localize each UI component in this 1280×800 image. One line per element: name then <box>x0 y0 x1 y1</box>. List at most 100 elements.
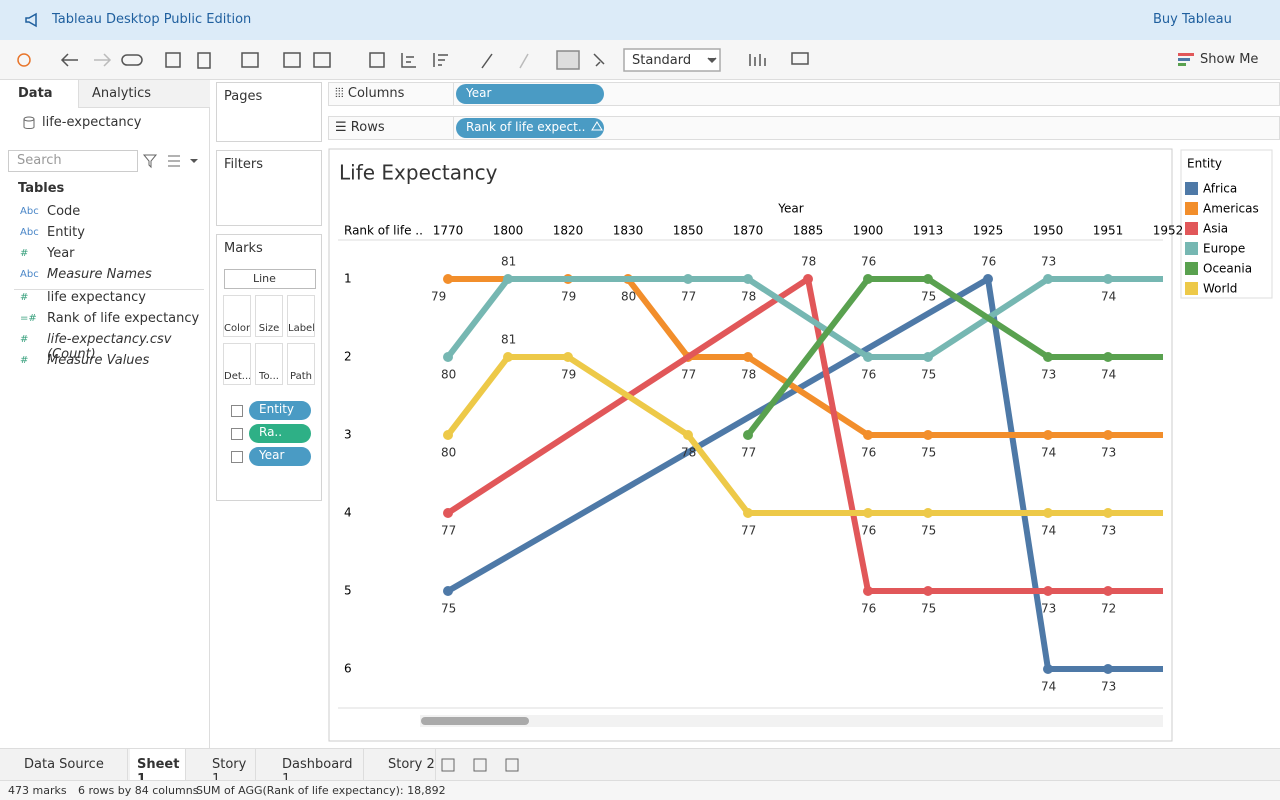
y-tick-label: 1 <box>344 272 352 286</box>
mark-pill-icon <box>231 428 243 440</box>
field[interactable]: Entity <box>47 225 85 240</box>
search-box[interactable]: Search <box>8 150 138 172</box>
point <box>923 352 933 362</box>
mark-pill[interactable]: Ra.. <box>249 424 311 443</box>
data-tab[interactable]: Data <box>0 80 78 108</box>
point <box>1043 508 1053 518</box>
point <box>443 508 453 518</box>
y-tick-label: 2 <box>344 350 352 364</box>
sheet-tab[interactable]: Story 2 <box>372 749 436 780</box>
sheet-tab[interactable]: Dashboard 1 <box>266 749 364 787</box>
x-tick-label: 1800 <box>493 224 524 238</box>
point <box>683 430 693 440</box>
x-tick-label: 1913 <box>913 224 944 238</box>
x-tick-label: 1925 <box>973 224 1004 238</box>
analytics-tab[interactable]: Analytics <box>78 80 210 108</box>
mark-pill[interactable]: Year <box>249 447 311 466</box>
data-label: 76 <box>861 524 876 538</box>
pages-shelf: Pages <box>216 82 322 142</box>
point <box>503 352 513 362</box>
mark-button[interactable]: Det... <box>223 343 251 385</box>
legend-swatch <box>1185 182 1198 195</box>
x-tick-label: 1870 <box>733 224 764 238</box>
mark-pill-icon <box>231 405 243 417</box>
viz-title: Life Expectancy <box>339 161 498 185</box>
fit-dropdown[interactable]: Standard <box>632 53 691 68</box>
data-label: 80 <box>441 446 456 460</box>
sheet-tab[interactable]: Sheet 1 <box>130 749 186 787</box>
sheet-tab[interactable]: Data Source <box>8 749 128 780</box>
data-label: 79 <box>431 290 446 304</box>
field[interactable]: Measure Values <box>47 353 150 368</box>
mark-pill-icon <box>231 451 243 463</box>
y-tick-label: 3 <box>344 428 352 442</box>
rows-label: ☰ Rows <box>335 120 385 135</box>
mark-button[interactable]: To... <box>255 343 283 385</box>
columns-pill[interactable]: Year <box>456 84 604 104</box>
line <box>445 354 1163 516</box>
point <box>1103 274 1113 284</box>
field[interactable]: life-expectancy.csv (Count) <box>47 332 172 362</box>
point <box>863 274 873 284</box>
mark-button[interactable]: Color <box>223 295 251 337</box>
data-label: 75 <box>921 368 936 382</box>
sheet-tab[interactable]: Story 1 <box>196 749 256 787</box>
y-tick-label: 4 <box>344 506 352 520</box>
point <box>923 508 933 518</box>
buy-link[interactable]: Buy Tableau <box>1153 12 1232 27</box>
legend-entry: Africa <box>1203 182 1237 196</box>
field-type-icon: =# <box>20 313 37 324</box>
x-tick-label: 1900 <box>853 224 884 238</box>
mark-pill[interactable]: Entity <box>249 401 311 420</box>
rows-pill[interactable]: Rank of life expect.. <box>456 118 604 138</box>
mark-button[interactable]: Size <box>255 295 283 337</box>
mark-button[interactable]: Path <box>287 343 315 385</box>
filters-shelf: Filters <box>216 150 322 226</box>
field[interactable]: Code <box>47 204 81 219</box>
y-tick-label: 6 <box>344 662 352 676</box>
field[interactable]: life expectancy <box>47 290 146 305</box>
data-label: 77 <box>681 290 696 304</box>
datasource-name[interactable]: life-expectancy <box>42 115 142 130</box>
data-label: 73 <box>1041 602 1056 616</box>
new-sheet-icons <box>441 758 519 772</box>
legend-swatch <box>1185 222 1198 235</box>
data-label: 76 <box>861 602 876 616</box>
point <box>983 274 993 284</box>
show-me[interactable]: Show Me <box>1200 52 1259 67</box>
data-label: 77 <box>741 524 756 538</box>
point <box>923 274 933 284</box>
marks-card: Marks Line Color Size Label Det... To... Path… <box>216 234 322 501</box>
field-type-icon: # <box>20 334 29 345</box>
data-label: 75 <box>921 602 936 616</box>
data-label: 73 <box>1101 680 1116 694</box>
toolbar: Standard Show Me <box>0 40 1280 80</box>
mark-type-dropdown[interactable]: Line <box>224 269 316 289</box>
point <box>443 274 453 284</box>
x-tick-label: 1951 <box>1093 224 1124 238</box>
field[interactable]: Rank of life expectancy <box>47 311 200 326</box>
data-label: 77 <box>681 368 696 382</box>
data-label: 73 <box>1041 255 1056 269</box>
rows-shelf: ☰ Rows Rank of life expect.. <box>328 116 1280 140</box>
x-tick-label: 1770 <box>433 224 464 238</box>
data-label: 76 <box>861 255 876 269</box>
legend-swatch <box>1185 242 1198 255</box>
data-label: 77 <box>441 524 456 538</box>
point <box>443 352 453 362</box>
data-label: 79 <box>561 290 576 304</box>
field-type-icon: Abc <box>20 227 39 238</box>
field-type-icon: # <box>20 355 29 366</box>
scrollbar-thumb[interactable] <box>421 717 529 725</box>
point <box>863 508 873 518</box>
field[interactable]: Measure Names <box>47 267 152 282</box>
point <box>923 586 933 596</box>
field[interactable]: Year <box>47 246 75 261</box>
mark-button[interactable]: Label <box>287 295 315 337</box>
point <box>743 274 753 284</box>
data-label: 76 <box>981 255 996 269</box>
point <box>1103 586 1113 596</box>
data-label: 76 <box>861 446 876 460</box>
point <box>683 274 693 284</box>
datasource-icon <box>23 116 35 129</box>
